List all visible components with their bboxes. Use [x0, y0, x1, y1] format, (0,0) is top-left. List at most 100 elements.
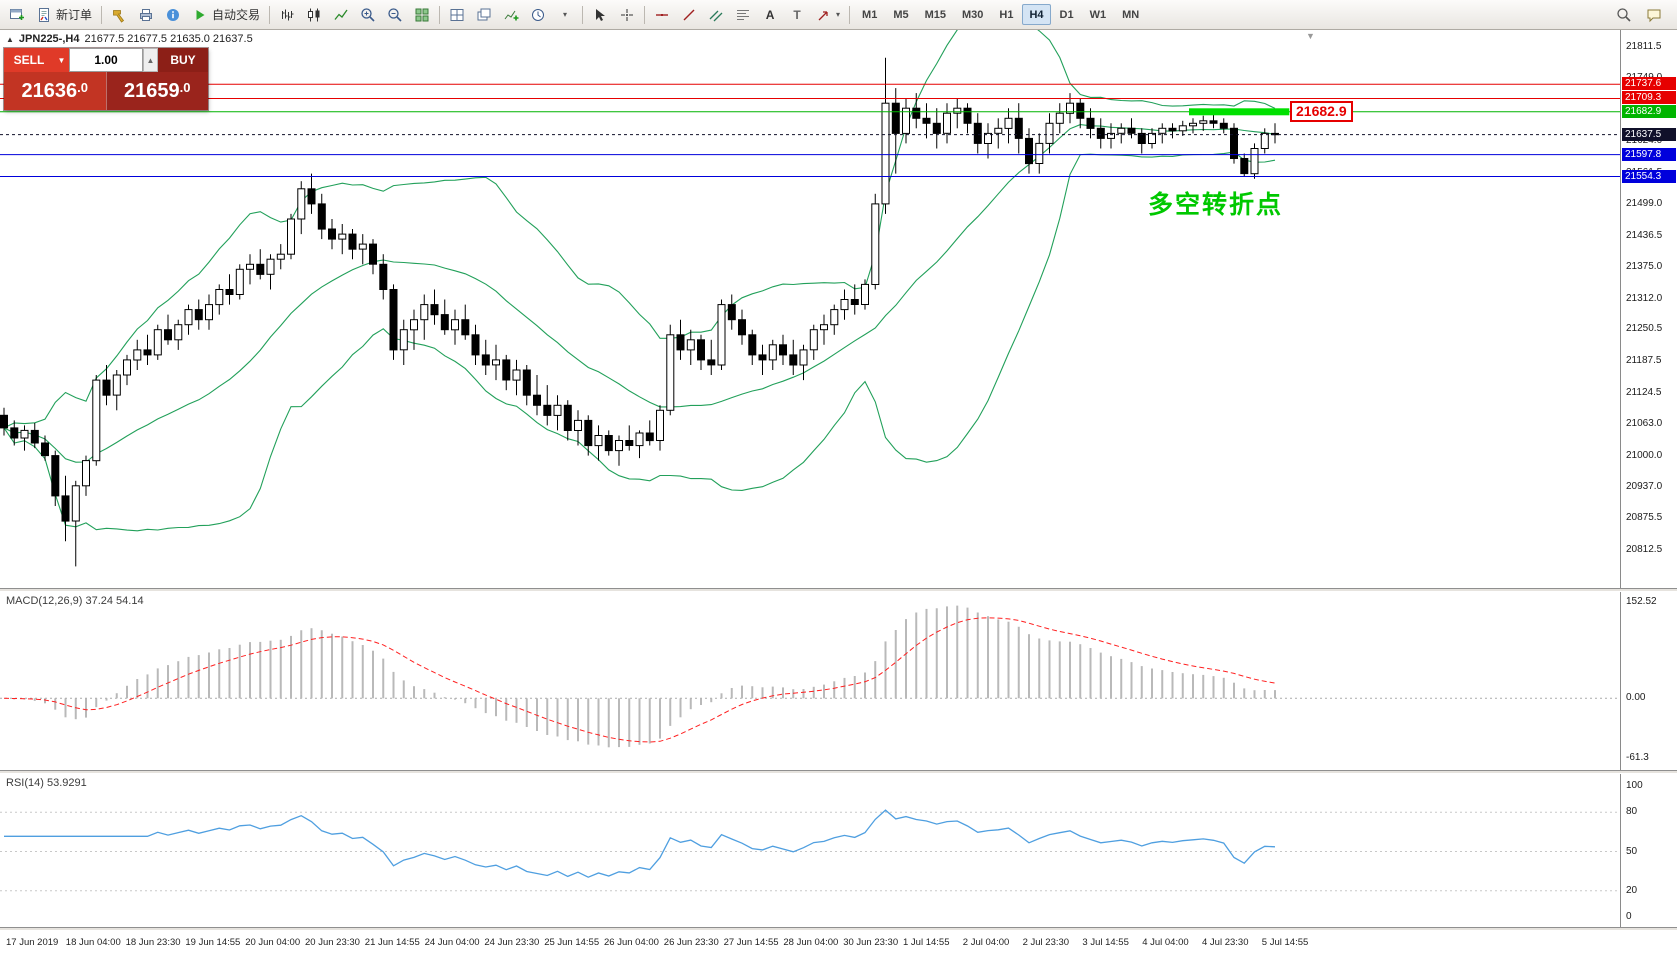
toolbar-separator	[849, 5, 851, 24]
candle	[1219, 122, 1228, 129]
highlight-level-segment[interactable]	[1189, 108, 1290, 116]
hammer-tool-button[interactable]	[106, 3, 132, 27]
price-axis-label: 21187.5	[1626, 355, 1662, 367]
time-axis-label: 27 Jun 14:55	[723, 937, 779, 948]
templates-dropdown-button[interactable]: ▾	[552, 3, 578, 27]
candle	[973, 122, 982, 144]
timeframe-button-m1[interactable]: M1	[862, 8, 878, 21]
candle	[635, 432, 644, 447]
autotrade-label: 自动交易	[212, 8, 261, 22]
timeframe-button-m5[interactable]: M5	[893, 8, 909, 21]
tile-windows-button[interactable]	[444, 3, 470, 27]
candle	[112, 374, 121, 396]
zoom-in-button[interactable]	[355, 3, 381, 27]
candlestick-chart-button[interactable]	[301, 3, 327, 27]
candle	[1014, 117, 1023, 139]
zoom-in-icon	[360, 7, 376, 23]
price-axis-label: 21312.0	[1626, 292, 1663, 304]
candle	[225, 289, 234, 295]
time-axis-label: 28 Jun 04:00	[783, 937, 839, 948]
fibonacci-tool-button[interactable]	[730, 3, 756, 27]
crosshair-button[interactable]	[614, 3, 640, 27]
price-axis-label: 21124.5	[1626, 386, 1662, 398]
candle	[512, 369, 521, 381]
play-icon	[192, 7, 208, 23]
zoom-out-button[interactable]	[382, 3, 408, 27]
candle	[194, 309, 203, 321]
time-axis[interactable]: 17 Jun 2019 18 Jun 04:00 18 Jun 23:30 19 Ju…	[0, 930, 1677, 955]
period-button[interactable]	[525, 3, 551, 27]
price-axis[interactable]: 21811.521749.021686.521624.021561.521499…	[1620, 30, 1677, 588]
hammer-icon	[111, 7, 127, 23]
timeframe-button-mn[interactable]: MN	[1122, 8, 1140, 21]
candle	[1250, 148, 1259, 175]
level-price-tag: 21554.3	[1622, 169, 1676, 183]
fibonacci-icon	[735, 7, 751, 23]
candle	[625, 440, 634, 446]
timeframe-button-d1[interactable]: D1	[1059, 8, 1074, 21]
chart-annotation-text[interactable]: 多空转折点	[1148, 191, 1284, 219]
buy-button[interactable]: BUY	[158, 48, 208, 72]
hline-tool-button[interactable]	[649, 3, 675, 27]
info-button[interactable]	[160, 3, 186, 27]
buy-price[interactable]: 21659.0	[105, 72, 208, 110]
candle	[174, 324, 183, 341]
timeframe-button-h1[interactable]: H1	[999, 8, 1014, 21]
add-indicator-button[interactable]	[498, 3, 524, 27]
time-axis-label: 17 Jun 2019	[6, 937, 59, 948]
candle	[92, 379, 101, 462]
main-chart-canvas[interactable]	[0, 30, 1620, 588]
lot-size-input[interactable]	[69, 48, 143, 72]
candle	[410, 319, 418, 331]
channel-tool-button[interactable]	[703, 3, 729, 27]
cursor-button[interactable]	[587, 3, 613, 27]
candle	[492, 359, 500, 366]
macd-panel-canvas[interactable]	[0, 592, 1620, 770]
autotrade-button[interactable]: 自动交易	[187, 3, 265, 27]
panel-separator[interactable]	[0, 588, 1677, 592]
search-button[interactable]	[1611, 3, 1637, 27]
candle	[1096, 127, 1105, 139]
cascade-windows-button[interactable]	[471, 3, 497, 27]
price-callout-label[interactable]: 21682.9	[1290, 100, 1353, 122]
trendline-tool-button[interactable]	[676, 3, 702, 27]
line-chart-button[interactable]	[328, 3, 354, 27]
grid-button[interactable]	[409, 3, 435, 27]
candle	[287, 218, 295, 255]
new-chart-icon	[9, 7, 25, 23]
candle	[727, 304, 736, 321]
lot-increase-button[interactable]: ▲	[143, 48, 158, 72]
sell-price[interactable]: 21636.0	[4, 72, 106, 110]
bar-chart-button[interactable]	[274, 3, 300, 27]
lot-dropdown-button[interactable]: ▼	[54, 48, 69, 72]
line-chart-icon	[333, 7, 349, 23]
candle	[1178, 125, 1187, 132]
rsi-panel-canvas[interactable]	[0, 774, 1620, 927]
panel-separator[interactable]	[0, 770, 1677, 774]
timeframe-button-w1[interactable]: W1	[1089, 8, 1107, 21]
text-tool-button[interactable]: A	[757, 3, 783, 27]
print-button[interactable]	[133, 3, 159, 27]
horizontal-line-icon	[654, 7, 670, 23]
price-axis-label: 21063.0	[1626, 417, 1663, 429]
chat-icon	[1646, 7, 1662, 23]
new-chart-button[interactable]	[4, 3, 30, 27]
sell-button[interactable]: SELL	[4, 48, 54, 72]
time-axis-label: 18 Jun 23:30	[125, 937, 181, 948]
timeframe-button-m15[interactable]: M15	[924, 8, 947, 21]
tile-windows-icon	[449, 7, 465, 23]
label-tool-button[interactable]: T	[784, 3, 810, 27]
candle	[1209, 120, 1218, 124]
timeframe-button-m30[interactable]: M30	[962, 8, 984, 21]
candle	[235, 268, 244, 296]
chat-button[interactable]	[1641, 3, 1667, 27]
chart-shift-marker-icon[interactable]: ▼	[1306, 31, 1315, 41]
new-order-button[interactable]: 新订单	[31, 3, 97, 27]
candle	[584, 419, 593, 447]
time-axis-label: 20 Jun 23:30	[305, 937, 360, 948]
timeframe-button-h4[interactable]: H4	[1022, 4, 1051, 25]
toolbar-separator	[269, 5, 271, 24]
arrow-tool-button[interactable]: ▾	[811, 3, 845, 27]
candle	[133, 349, 142, 361]
zoom-out-icon	[387, 7, 403, 23]
